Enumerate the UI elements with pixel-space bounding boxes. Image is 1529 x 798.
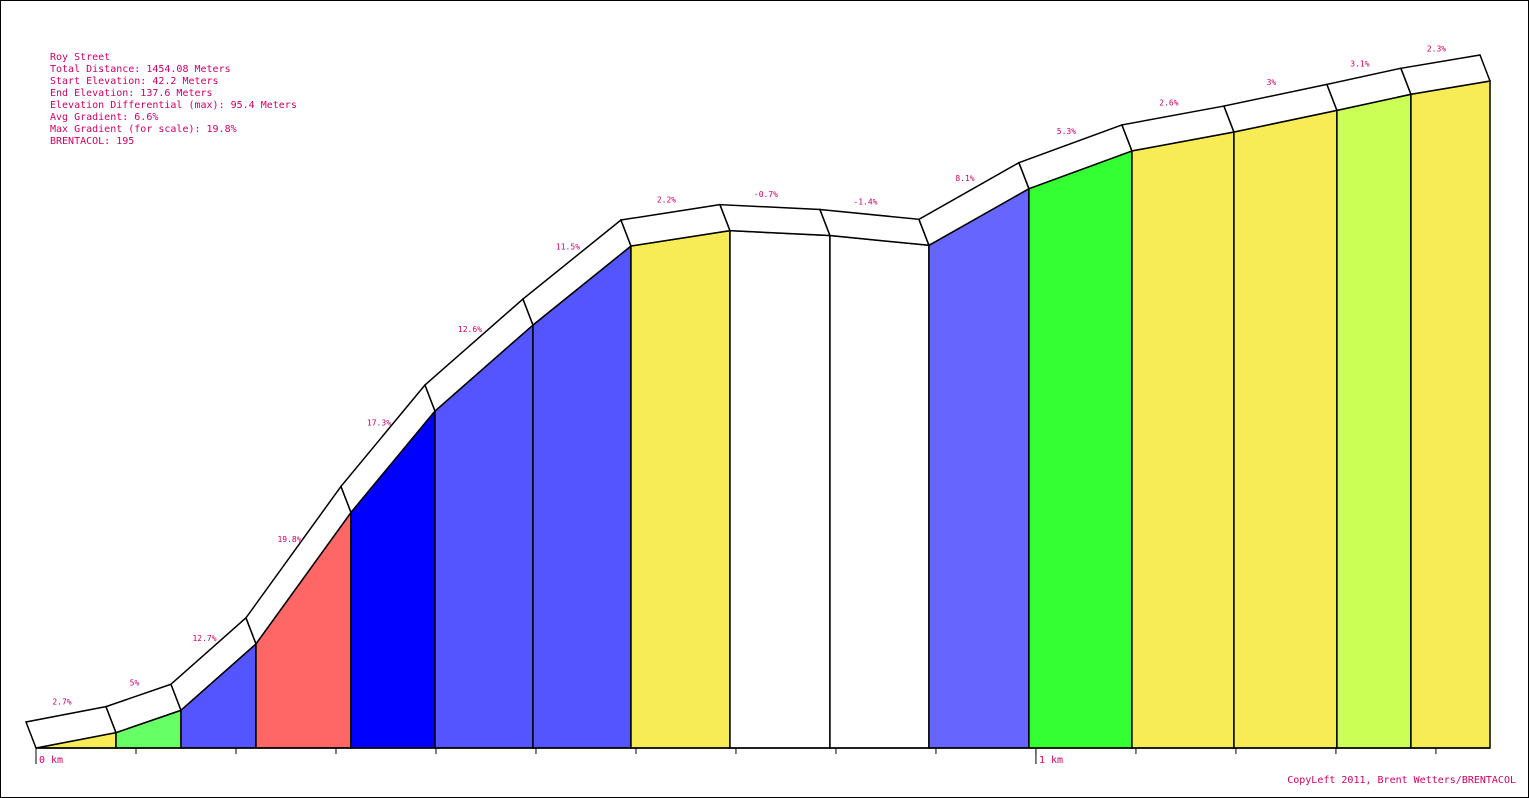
grade-label: 12.7% (192, 634, 216, 643)
grade-label: 2.2% (657, 195, 676, 204)
x-tick-label: 0 km (39, 755, 63, 766)
elevation-differential: Elevation Differential (max): 95.4 Meter… (50, 100, 297, 111)
grade-label: 8.1% (955, 174, 974, 183)
profile-segment (829, 234, 930, 749)
end-elevation: End Elevation: 137.6 Meters (50, 88, 213, 99)
profile-segment (1336, 93, 1412, 749)
profile-segment (1131, 131, 1235, 749)
total-distance: Total Distance: 1454.08 Meters (50, 64, 231, 75)
profile-segment (630, 229, 731, 749)
max-gradient: Max Gradient (for scale): 19.8% (50, 124, 237, 135)
grade-label: 3.1% (1350, 59, 1369, 68)
grade-label: 17.3% (367, 419, 391, 428)
avg-gradient: Avg Gradient: 6.6% (50, 112, 159, 123)
profile-segment (1410, 80, 1491, 749)
x-tick-label: 1 km (1039, 755, 1063, 766)
copyleft-credit: CopyLeft 2011, Brent Wetters/BRENTACOL (1287, 775, 1516, 786)
grade-label: -0.7% (754, 190, 778, 199)
grade-label: 5% (130, 678, 140, 687)
grade-label: 2.7% (52, 697, 71, 706)
profile-top-band (718, 203, 832, 237)
grade-label: 2.3% (1427, 45, 1446, 54)
profile-segment (1233, 109, 1338, 749)
grade-label: 2.6% (1159, 98, 1178, 107)
grade-label: -1.4% (853, 197, 877, 206)
route-name: Roy Street (50, 52, 111, 63)
profile-segment (1028, 149, 1133, 749)
profile-top-band (1399, 54, 1492, 96)
grade-label: 19.8% (277, 535, 301, 544)
grade-label: 12.6% (458, 325, 482, 334)
brentacol-score: BRENTACOL: 195 (50, 136, 135, 147)
profile-segment (928, 187, 1030, 749)
route-stats: Roy Street Total Distance: 1454.08 Meter… (50, 52, 297, 148)
profile-segment (729, 229, 831, 749)
grade-label: 5.3% (1057, 127, 1076, 136)
grade-label: 3% (1267, 78, 1277, 87)
grade-label: 11.5% (556, 243, 580, 252)
start-elevation: Start Elevation: 42.2 Meters (50, 76, 219, 87)
profile-segment (532, 244, 632, 749)
